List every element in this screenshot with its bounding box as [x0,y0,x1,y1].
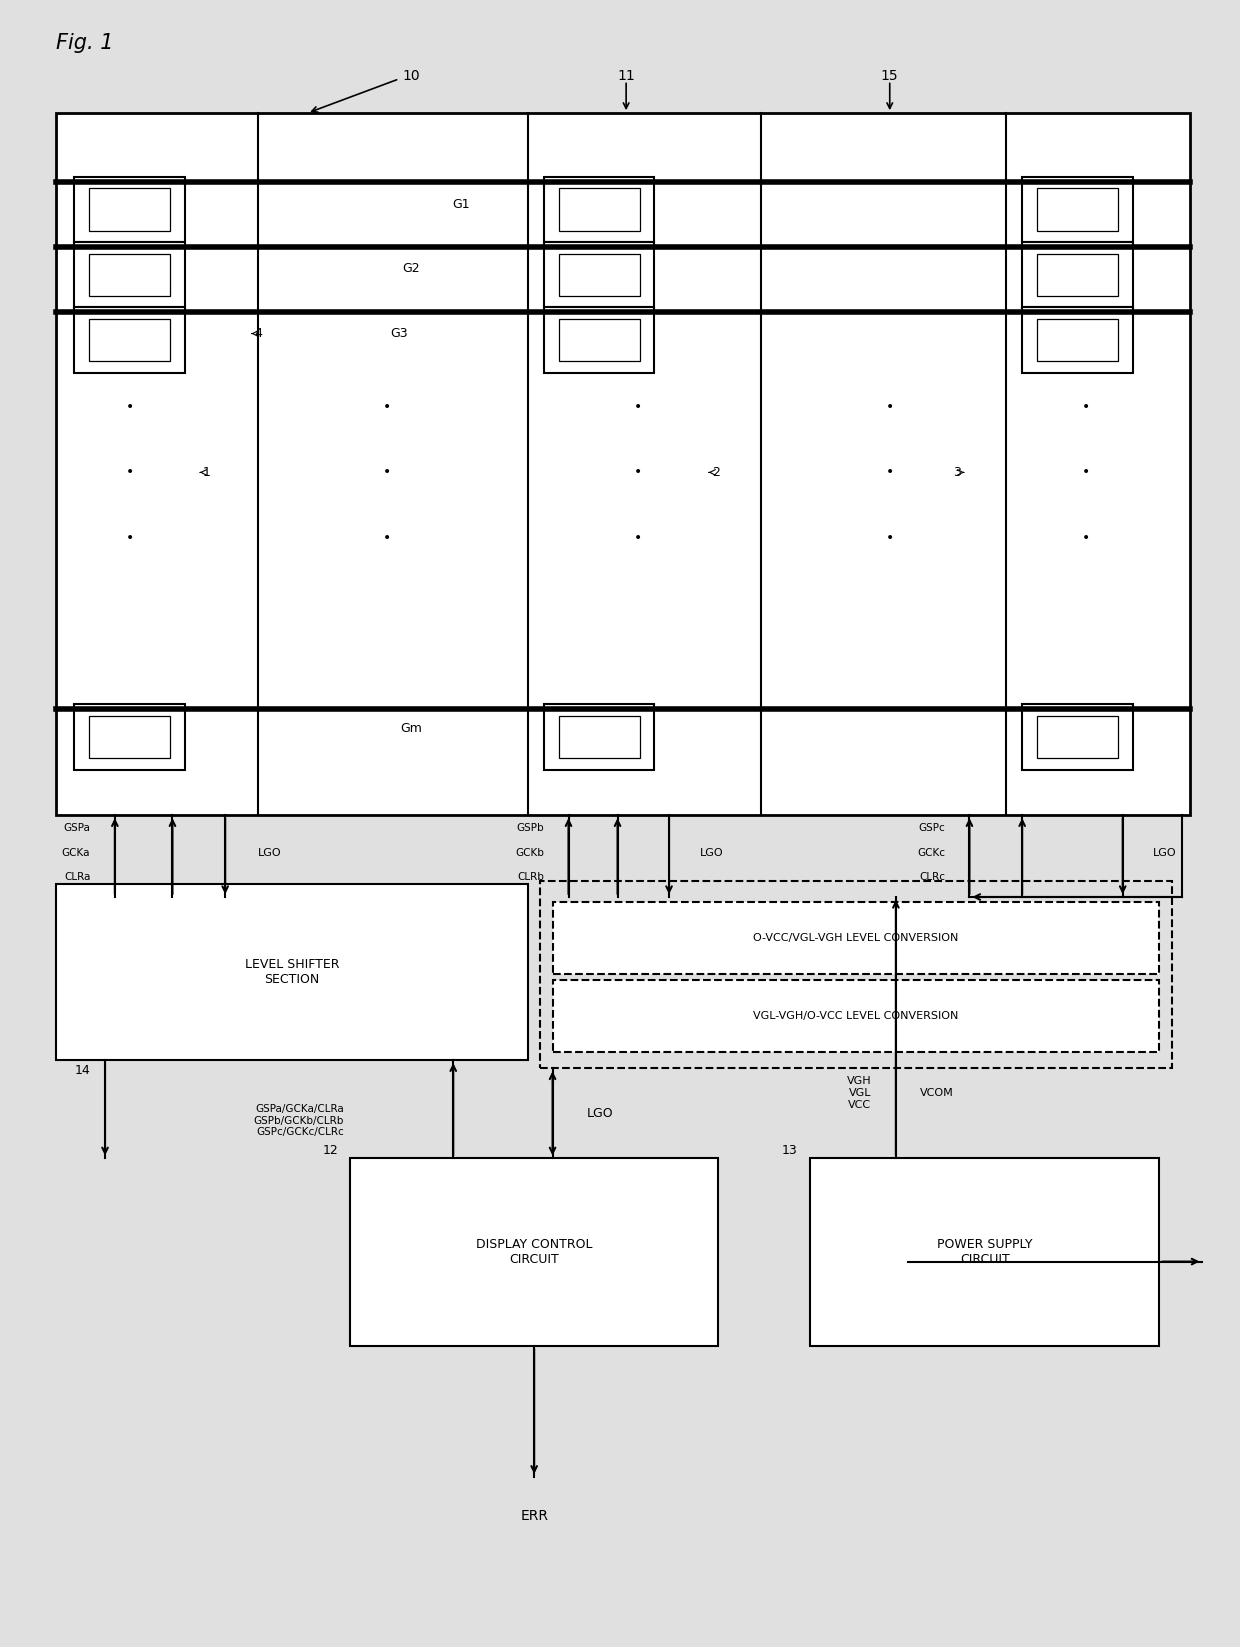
Text: VCOM: VCOM [920,1089,954,1099]
Text: •: • [1081,400,1090,413]
Text: •: • [125,466,134,479]
Bar [544,705,655,769]
Bar [559,716,640,758]
Text: GCKa: GCKa [62,848,91,858]
Text: GSPa/GCKa/CLRa
GSPb/GCKb/CLRb
GSPc/GCKc/CLRc: GSPa/GCKa/CLRa GSPb/GCKb/CLRb GSPc/GCKc/… [254,1103,345,1138]
Text: LGO: LGO [258,848,281,858]
Bar [541,881,1172,1069]
Text: LGO: LGO [1153,848,1177,858]
Bar [1022,242,1132,308]
Text: 10: 10 [403,69,420,82]
Text: 11: 11 [618,69,635,82]
Text: POWER SUPPLY
CIRCUIT: POWER SUPPLY CIRCUIT [937,1239,1033,1267]
Bar [1022,705,1132,769]
Text: LEVEL SHIFTER
SECTION: LEVEL SHIFTER SECTION [244,959,340,987]
Bar [1037,716,1117,758]
Bar [544,242,655,308]
Text: GCKb: GCKb [515,848,544,858]
Text: VGL-VGH/O-VCC LEVEL CONVERSION: VGL-VGH/O-VCC LEVEL CONVERSION [754,1011,959,1021]
Text: 1: 1 [203,466,211,479]
Text: DISPLAY CONTROL
CIRCUIT: DISPLAY CONTROL CIRCUIT [476,1239,593,1267]
Text: 12: 12 [322,1143,339,1156]
Bar [553,980,1159,1052]
Text: GSPc: GSPc [918,824,945,833]
Bar [89,320,170,361]
Text: Fig. 1: Fig. 1 [56,33,114,53]
Text: 2: 2 [712,466,720,479]
Text: •: • [383,530,391,545]
Bar [1037,320,1117,361]
Bar [89,188,170,231]
Text: 15: 15 [880,69,899,82]
Text: LGO: LGO [587,1107,614,1120]
Text: G2: G2 [403,262,420,275]
Bar [350,1158,718,1346]
Bar [553,903,1159,973]
Text: Gm: Gm [401,723,423,735]
Text: LGO: LGO [699,848,723,858]
Text: O-VCC/VGL-VGH LEVEL CONVERSION: O-VCC/VGL-VGH LEVEL CONVERSION [754,932,959,942]
Bar [56,884,528,1061]
Bar [544,308,655,372]
Text: G1: G1 [451,198,470,211]
Text: •: • [383,400,391,413]
Text: 4: 4 [254,328,263,339]
Bar [74,242,185,308]
Text: •: • [1081,466,1090,479]
Bar [1037,254,1117,296]
Text: GSPb: GSPb [516,824,544,833]
Text: •: • [125,400,134,413]
Bar [559,320,640,361]
Text: CLRb: CLRb [517,873,544,883]
Text: CLRa: CLRa [64,873,91,883]
Bar [1022,308,1132,372]
Text: •: • [885,530,894,545]
Text: •: • [635,530,642,545]
Text: •: • [125,530,134,545]
Bar [74,176,185,242]
Text: CLRc: CLRc [919,873,945,883]
Bar [74,705,185,769]
Text: 3: 3 [954,466,961,479]
Text: 14: 14 [74,1064,91,1077]
Text: •: • [885,466,894,479]
Bar [74,308,185,372]
Bar [544,176,655,242]
Text: GCKc: GCKc [916,848,945,858]
Text: GSPa: GSPa [63,824,91,833]
Text: •: • [1081,530,1090,545]
Bar [1037,188,1117,231]
Text: VGH
VGL
VCC: VGH VGL VCC [847,1077,872,1110]
Text: •: • [635,466,642,479]
Text: 13: 13 [782,1143,797,1156]
Bar [89,254,170,296]
Bar [1022,176,1132,242]
Text: •: • [635,400,642,413]
Bar [559,254,640,296]
Bar [559,188,640,231]
Text: •: • [885,400,894,413]
Text: ERR: ERR [520,1509,548,1523]
Bar [56,114,1190,815]
Bar [810,1158,1159,1346]
Text: G3: G3 [391,328,408,339]
Text: •: • [383,466,391,479]
Bar [89,716,170,758]
